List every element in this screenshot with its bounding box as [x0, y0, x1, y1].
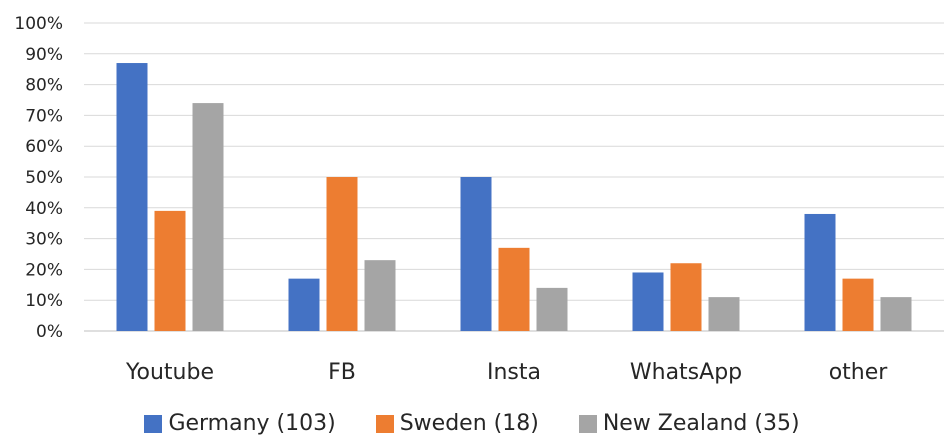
x-tick-label: Insta [487, 360, 541, 385]
y-tick-label: 10% [25, 291, 63, 311]
bar [192, 103, 224, 331]
bar [154, 210, 186, 331]
bar-chart: 0% 10% 20% 30% 40% 50% 60% 70% 80% 90% 100% Youtub… [14, 14, 944, 385]
bar [670, 263, 702, 331]
y-tick-label: 70% [25, 106, 63, 126]
bar [880, 297, 912, 331]
legend-label-germany: Germany (103) [168, 411, 336, 436]
x-tick-label: other [829, 360, 889, 385]
x-tick-label: FB [328, 360, 356, 385]
legend-label-new-zealand: New Zealand (35) [602, 411, 800, 436]
bar [326, 177, 358, 331]
bar [460, 177, 492, 331]
y-tick-label: 30% [25, 230, 63, 250]
bar [632, 272, 664, 331]
y-tick-label: 90% [25, 45, 63, 65]
bar [708, 297, 740, 331]
legend-item-new-zealand: New Zealand (35) [578, 411, 800, 436]
bar [364, 260, 396, 331]
y-tick-label: 50% [25, 168, 63, 188]
legend-item-germany: Germany (103) [144, 411, 336, 436]
bar [498, 247, 530, 331]
y-tick-label: 80% [25, 76, 63, 96]
y-tick-label: 60% [25, 137, 63, 157]
bar [288, 278, 320, 331]
x-tick-label: WhatsApp [630, 360, 742, 385]
x-tick-label: Youtube [125, 360, 214, 385]
gridlines [84, 22, 944, 332]
y-tick-label: 100% [14, 14, 63, 34]
bar [536, 287, 568, 331]
y-tick-label: 40% [25, 199, 63, 219]
legend-item-sweden: Sweden (18) [375, 411, 539, 436]
bar [116, 63, 148, 331]
y-tick-label: 0% [36, 322, 63, 342]
legend-swatch-germany [144, 414, 163, 433]
legend-swatch-new-zealand [578, 414, 597, 433]
bars [116, 63, 912, 331]
legend-swatch-sweden [375, 414, 394, 433]
legend-label-sweden: Sweden (18) [399, 411, 539, 436]
bar [842, 278, 874, 331]
bar [804, 213, 836, 331]
legend: Germany (103) Sweden (18) New Zealand (3… [0, 405, 944, 442]
x-axis: Youtube FB Insta WhatsApp other [125, 360, 888, 385]
y-axis: 0% 10% 20% 30% 40% 50% 60% 70% 80% 90% 100% [14, 14, 63, 342]
y-tick-label: 20% [25, 260, 63, 280]
